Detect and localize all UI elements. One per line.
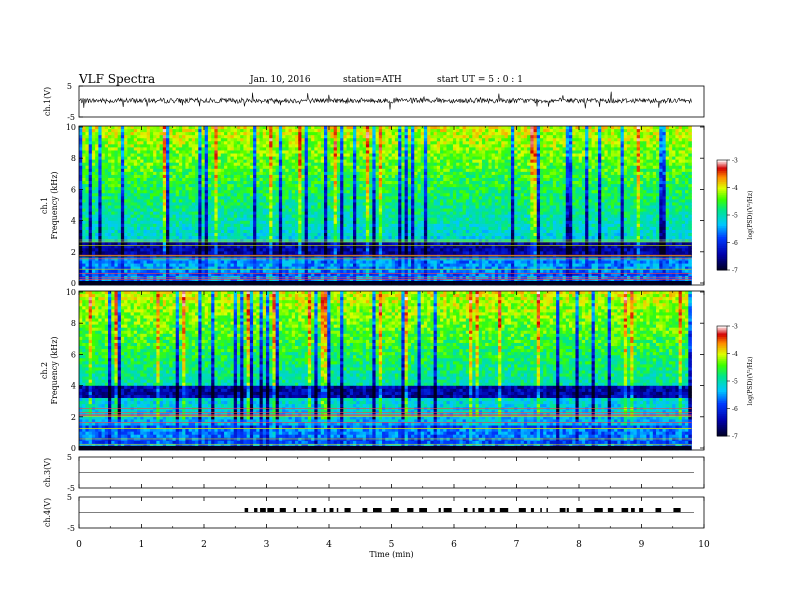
ch4-burst (655, 508, 661, 512)
x-tick-label: 2 (201, 540, 207, 550)
colorbar-tick-label: -5 (732, 213, 738, 220)
x-tick-label: 8 (576, 540, 582, 550)
colorbar-tick-label: -5 (732, 379, 738, 386)
x-axis-label: Time (min) (369, 550, 413, 559)
ch4-burst (294, 508, 296, 512)
colorbar-tick-label: -3 (732, 158, 738, 165)
ch1-colorbar-label: log(PSD)(V²/Hz) (747, 191, 754, 240)
x-tick-label: 7 (514, 540, 520, 550)
colorbar-tick-label: -4 (732, 185, 738, 192)
ch2-colorbar (717, 326, 727, 437)
ch2-freq-tick-label: 0 (71, 444, 76, 453)
x-tick-label: 3 (264, 540, 270, 550)
ch4-burst (254, 508, 257, 512)
ch4-burst (245, 508, 248, 512)
ch3-ytick-label: -5 (67, 484, 75, 493)
ch1-ytick-label: 5 (67, 82, 72, 91)
ch1-waveform-line (79, 92, 692, 110)
x-tick-label: 1 (139, 540, 145, 550)
ch4-burst (594, 508, 603, 512)
ch4-ylabel: ch.4(V) (43, 498, 52, 527)
ch4-ytick-label: -5 (67, 524, 75, 533)
ch4-burst (373, 508, 382, 512)
ch4-burst (490, 508, 495, 512)
ch4-burst (280, 508, 286, 512)
ch4-burst (444, 508, 452, 512)
colorbar-tick-label: -6 (732, 406, 738, 413)
ch4-burst (540, 508, 542, 512)
ch2-freq-tick-label: 8 (71, 319, 76, 328)
ch4-burst (473, 508, 475, 512)
ch4-burst (567, 508, 569, 512)
x-tick-label: 5 (389, 540, 395, 550)
ch4-burst (330, 508, 334, 512)
x-tick-label: 9 (639, 540, 645, 550)
ch4-burst (312, 508, 317, 512)
ch2-freq-tick-label: 4 (71, 382, 76, 391)
ch2-label: ch.2 (40, 362, 49, 379)
ch4-burst (500, 508, 508, 512)
ch4-burst (519, 508, 526, 512)
x-tick-label: 4 (326, 540, 332, 550)
ch4-burst (305, 508, 307, 512)
ch1-freq-label: Frequency (kHz) (50, 171, 59, 239)
plot-area: 5-5ch.1(V)1086420ch.1 Frequency (kHz)1086… (0, 0, 792, 612)
ch1-freq-tick-label: 4 (71, 217, 76, 226)
ch1-ylabel: ch.1(V) (43, 87, 52, 116)
ch2-spectrogram (79, 291, 692, 450)
ch4-burst (546, 508, 547, 512)
ch2-freq-tick-label: 2 (71, 413, 76, 422)
ch3-ytick-label: 5 (67, 453, 72, 462)
ch4-burst (531, 508, 534, 512)
ch3-ylabel: ch.3(V) (43, 458, 52, 487)
x-tick-label: 6 (451, 540, 457, 550)
x-tick-label: 0 (76, 540, 82, 550)
ch4-burst (478, 508, 484, 512)
ch2-freq-label: Frequency (kHz) (50, 336, 59, 404)
vlf-spectra-figure: VLF Spectra Jan. 10, 2016 station=ATH st… (0, 0, 792, 612)
ch4-burst (260, 508, 266, 512)
ch4-burst (345, 508, 351, 512)
colorbar-tick-label: -4 (732, 351, 738, 358)
x-tick-label: 10 (698, 540, 710, 550)
ch4-burst (407, 508, 413, 512)
ch2-freq-tick-label: 6 (71, 350, 76, 359)
ch4-burst (419, 508, 427, 512)
ch4-burst (631, 508, 635, 512)
ch1-freq-tick-label: 8 (71, 154, 76, 163)
ch4-burst (622, 508, 629, 512)
ch4-burst (363, 508, 368, 512)
ch4-burst (576, 508, 582, 512)
ch1-ytick-label: -5 (67, 113, 75, 122)
colorbar-tick-label: -7 (732, 434, 738, 441)
ch4-burst (639, 508, 643, 512)
ch4-burst (267, 508, 274, 512)
ch4-burst (464, 508, 468, 512)
ch2-colorbar-label: log(PSD)(V²/Hz) (747, 357, 754, 406)
colorbar-tick-label: -6 (732, 240, 738, 247)
ch4-burst (439, 508, 441, 512)
ch1-freq-tick-label: 6 (71, 185, 76, 194)
ch1-spectrogram (79, 126, 692, 285)
ch1-freq-tick-label: 2 (71, 248, 76, 257)
ch1-label: ch.1 (40, 197, 49, 214)
colorbar-tick-label: -3 (732, 324, 738, 331)
ch4-burst (324, 508, 326, 512)
ch4-burst (673, 508, 680, 512)
ch1-freq-tick-label: 0 (71, 279, 76, 288)
ch4-ytick-label: 5 (67, 493, 72, 502)
ch1-freq-tick-label: 10 (66, 123, 76, 132)
ch4-burst (391, 508, 399, 512)
ch4-burst (608, 508, 613, 512)
ch2-freq-tick-label: 10 (66, 288, 76, 297)
colorbar-tick-label: -7 (732, 268, 738, 275)
ch1-colorbar (717, 160, 727, 271)
ch4-burst (560, 508, 566, 512)
ch4-burst (337, 508, 338, 512)
